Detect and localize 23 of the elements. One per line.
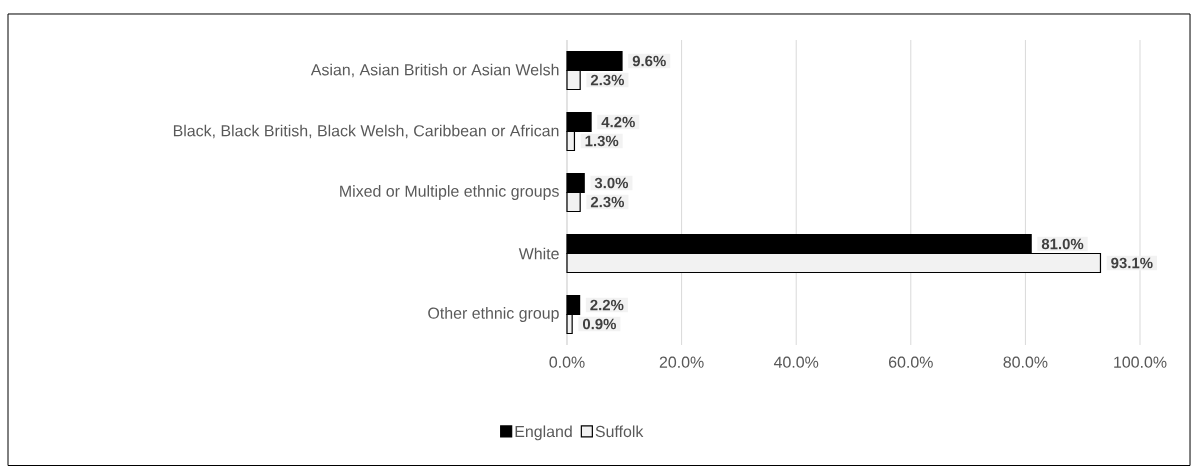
data-label: 81.0% [1041, 238, 1084, 250]
data-label: 3.0% [594, 177, 629, 189]
y-tick-label: Asian, Asian British or Asian Welsh [310, 63, 559, 78]
y-tick-label: White [518, 247, 559, 260]
x-tick-label: 80.0% [1003, 356, 1048, 368]
x-tick-label: 40.0% [773, 356, 819, 368]
data-label: 4.2% [601, 116, 635, 128]
x-tick-label: 100.0% [1114, 356, 1167, 368]
data-label: 1.3% [585, 135, 619, 147]
data-label: 2.2% [590, 299, 624, 311]
x-tick-label: 60.0% [889, 356, 933, 368]
data-label: 2.3% [590, 196, 625, 208]
legend-label: Suffolk [595, 425, 644, 438]
data-label: 0.9% [582, 318, 617, 330]
x-tick-label: 0.0% [549, 356, 585, 368]
data-label: 93.1% [1111, 257, 1153, 269]
y-tick-label: Other ethnic group [428, 307, 559, 322]
y-tick-label: Mixed or Multiple ethnic groups [340, 185, 559, 200]
y-tick-label: Black, Black British, Black Welsh, Caribbean or African [173, 124, 559, 139]
data-label: 9.6% [632, 55, 666, 67]
legend-label: England [515, 425, 572, 441]
x-tick-label: 20.0% [659, 356, 704, 368]
data-label: 2.3% [590, 74, 625, 86]
